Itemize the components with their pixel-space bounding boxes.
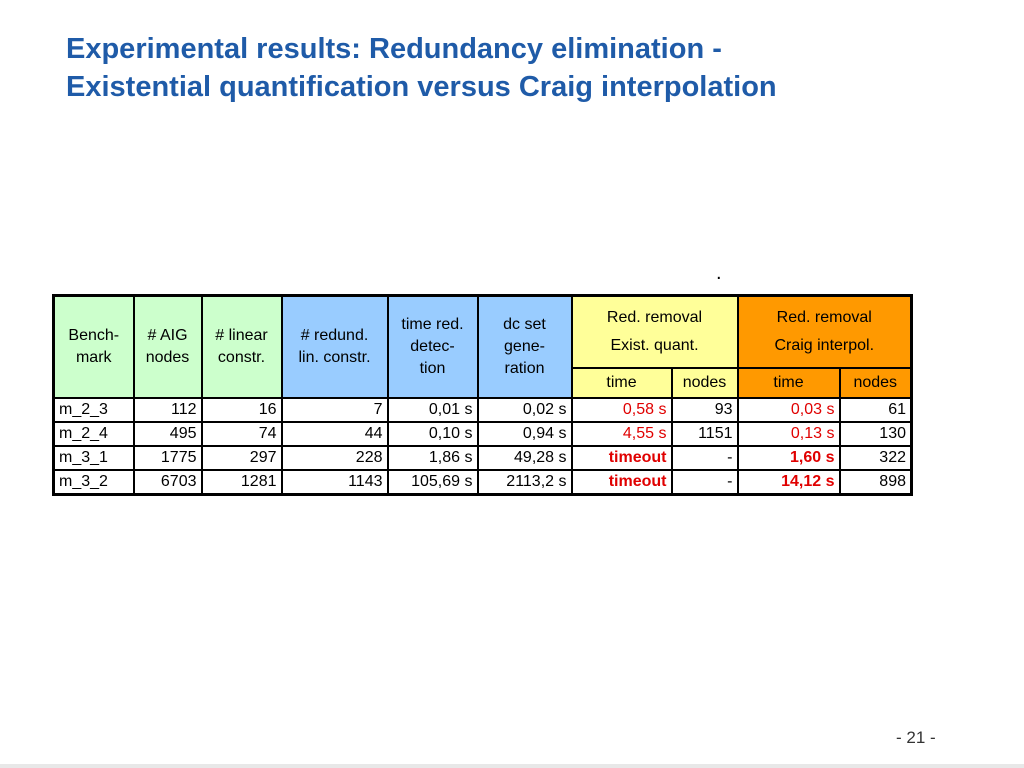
slide-title: Experimental results: Redundancy elimina… — [66, 30, 986, 106]
cell-exist-nodes: 93 — [670, 397, 739, 423]
cell-aig-nodes: 1775 — [132, 445, 203, 471]
cell-exist-nodes: 1151 — [670, 421, 739, 447]
cell-craig-nodes: 322 — [838, 445, 913, 471]
table-row: m_2_3 112 16 7 0,01 s 0,02 s 0,58 s 93 0… — [52, 397, 913, 423]
header-time-red-detection: time red. detec- tion — [386, 294, 479, 399]
cell-dc-generation: 2113,2 s — [476, 469, 573, 496]
cell-exist-time: timeout — [570, 445, 673, 471]
cell-redund-constr: 7 — [280, 397, 389, 423]
cell-linear-constr: 297 — [200, 445, 283, 471]
cell-exist-time: 0,58 s — [570, 397, 673, 423]
results-table: Bench- mark # AIG nodes # linear constr.… — [52, 294, 913, 496]
slide-title-line-2: Existential quantification versus Craig … — [66, 71, 777, 103]
cell-linear-constr: 16 — [200, 397, 283, 423]
cell-aig-nodes: 6703 — [132, 469, 203, 496]
cell-aig-nodes: 112 — [132, 397, 203, 423]
cell-redund-constr: 1143 — [280, 469, 389, 496]
cell-craig-nodes: 61 — [838, 397, 913, 423]
cell-linear-constr: 1281 — [200, 469, 283, 496]
table-row: m_3_1 1775 297 228 1,86 s 49,28 s timeou… — [52, 445, 913, 471]
header-exist-time: time — [570, 367, 673, 399]
cell-craig-time: 0,13 s — [736, 421, 841, 447]
cell-time-detection: 1,86 s — [386, 445, 479, 471]
header-aig-nodes: # AIG nodes — [132, 294, 203, 399]
cell-time-detection: 105,69 s — [386, 469, 479, 496]
cell-benchmark: m_3_2 — [52, 469, 135, 496]
header-craig-interpol-group: Red. removal Craig interpol. — [736, 294, 913, 369]
cell-craig-time: 1,60 s — [736, 445, 841, 471]
stray-dot: . — [716, 262, 722, 284]
cell-benchmark: m_2_4 — [52, 421, 135, 447]
header-linear-constr: # linear constr. — [200, 294, 283, 399]
cell-redund-constr: 44 — [280, 421, 389, 447]
cell-linear-constr: 74 — [200, 421, 283, 447]
header-redund-lin-constr: # redund. lin. constr. — [280, 294, 389, 399]
page-number: - 21 - — [896, 728, 936, 747]
cell-exist-time: 4,55 s — [570, 421, 673, 447]
header-dc-set-generation: dc set gene- ration — [476, 294, 573, 399]
cell-benchmark: m_3_1 — [52, 445, 135, 471]
cell-time-detection: 0,01 s — [386, 397, 479, 423]
cell-craig-nodes: 130 — [838, 421, 913, 447]
cell-aig-nodes: 495 — [132, 421, 203, 447]
table-row: m_3_2 6703 1281 1143 105,69 s 2113,2 s t… — [52, 469, 913, 496]
cell-exist-nodes: - — [670, 469, 739, 496]
cell-dc-generation: 49,28 s — [476, 445, 573, 471]
cell-dc-generation: 0,02 s — [476, 397, 573, 423]
cell-benchmark: m_2_3 — [52, 397, 135, 423]
header-exist-quant-group: Red. removal Exist. quant. — [570, 294, 739, 369]
cell-craig-time: 14,12 s — [736, 469, 841, 496]
header-exist-nodes: nodes — [670, 367, 739, 399]
header-craig-time: time — [736, 367, 841, 399]
table-row: m_2_4 495 74 44 0,10 s 0,94 s 4,55 s 115… — [52, 421, 913, 447]
cell-dc-generation: 0,94 s — [476, 421, 573, 447]
slide-title-line-1: Experimental results: Redundancy elimina… — [66, 33, 722, 65]
cell-exist-nodes: - — [670, 445, 739, 471]
cell-craig-nodes: 898 — [838, 469, 913, 496]
cell-exist-time: timeout — [570, 469, 673, 496]
cell-craig-time: 0,03 s — [736, 397, 841, 423]
bottom-divider — [0, 764, 1024, 768]
header-craig-nodes: nodes — [838, 367, 913, 399]
cell-redund-constr: 228 — [280, 445, 389, 471]
header-benchmark: Bench- mark — [52, 294, 135, 399]
cell-time-detection: 0,10 s — [386, 421, 479, 447]
